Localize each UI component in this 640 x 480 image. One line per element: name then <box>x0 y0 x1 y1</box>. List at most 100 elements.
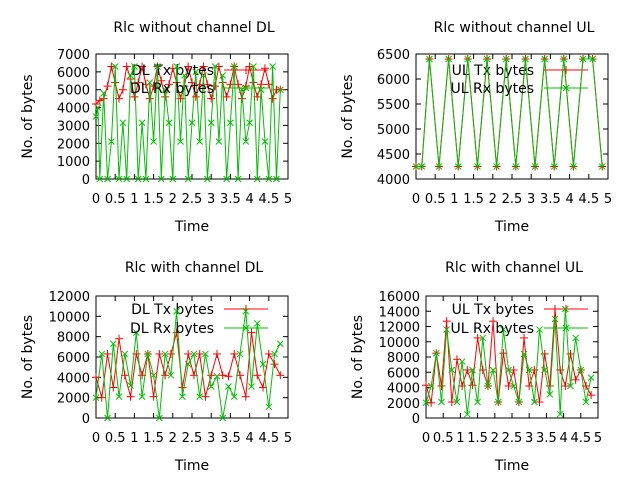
marker-cross-b <box>453 398 461 406</box>
y-axis-label: No. of bytes <box>20 74 36 158</box>
data-point <box>236 350 244 358</box>
data-point <box>179 393 186 401</box>
marker-cross-b <box>435 163 443 170</box>
marker-cross-b <box>541 55 548 63</box>
data-point <box>276 340 284 348</box>
marker-cross-b <box>422 399 430 407</box>
marker-cross-b <box>561 305 569 313</box>
chart-title: Rlc with channel DL <box>125 260 264 276</box>
data-point <box>196 393 204 401</box>
marker-cross-b <box>192 68 200 76</box>
x-tick-label: 2.5 <box>502 192 523 207</box>
marker-cross-b <box>248 383 255 390</box>
data-point <box>265 403 273 411</box>
marker-cross-b <box>432 349 440 357</box>
x-tick-label: 1.5 <box>143 431 164 446</box>
data-point <box>188 119 196 127</box>
data-point <box>522 55 529 63</box>
y-axis-label: No. of bytes <box>350 315 366 399</box>
marker-cross-b <box>132 329 140 336</box>
x-tick-label: 5 <box>594 431 602 446</box>
marker-cross-b <box>188 119 196 127</box>
data-point <box>156 414 163 422</box>
data-point <box>489 366 497 374</box>
marker-cross-b <box>227 119 234 127</box>
data-point <box>94 104 102 111</box>
data-point <box>464 55 472 63</box>
marker-cross-b <box>196 393 204 401</box>
marker-cross-b <box>463 410 471 418</box>
y-tick-label: 6000 <box>57 351 90 366</box>
y-axis-label: No. of bytes <box>340 74 356 158</box>
data-point <box>473 333 482 342</box>
marker-cross-b <box>479 334 487 342</box>
marker-cross-b <box>276 86 284 94</box>
legend-label: UL Tx bytes <box>452 63 534 79</box>
data-point <box>92 394 100 402</box>
x-tick-label: 3.5 <box>540 192 561 207</box>
marker-cross-b <box>474 163 481 170</box>
x-tick-label: 1 <box>130 192 138 207</box>
data-point <box>123 175 131 183</box>
legend-label: DL Tx bytes <box>131 302 214 318</box>
marker-cross-b <box>119 119 127 127</box>
data-point <box>566 349 575 358</box>
marker-cross-b <box>196 138 204 145</box>
x-tick-label: 5 <box>284 192 292 207</box>
x-tick-label: 3.5 <box>220 431 241 446</box>
data-point <box>560 55 568 63</box>
data-point <box>127 382 134 389</box>
marker-cross-b <box>236 350 244 358</box>
data-point <box>191 92 200 101</box>
data-point <box>587 374 595 381</box>
data-point <box>253 175 261 183</box>
x-tick-label: 2.5 <box>182 431 203 446</box>
data-point <box>520 333 529 342</box>
marker-cross-b <box>438 398 445 406</box>
marker-cross-b <box>556 410 564 418</box>
data-point <box>230 393 238 401</box>
chart-title: Rlc with channel UL <box>445 260 583 276</box>
series-line-2 <box>95 66 281 180</box>
x-tick-label: 3.5 <box>536 431 557 446</box>
x-tick-label: 3 <box>527 192 535 207</box>
data-point <box>463 410 471 418</box>
data-point <box>214 62 223 71</box>
data-point <box>219 414 227 422</box>
data-point <box>535 397 544 406</box>
marker-cross-b <box>154 63 161 70</box>
data-point <box>122 62 131 71</box>
y-tick-label: 12000 <box>49 290 90 305</box>
marker-cross-b <box>271 350 278 358</box>
data-point <box>161 86 169 94</box>
data-point <box>115 175 123 183</box>
x-tick-label: 2.5 <box>182 192 203 207</box>
marker-cross-b <box>94 104 102 111</box>
data-point <box>269 63 276 70</box>
x-axis-label: Time <box>494 458 529 474</box>
x-tick-label: 4 <box>245 192 253 207</box>
data-point <box>589 55 596 63</box>
data-point <box>509 365 518 374</box>
marker-cross-b <box>173 63 180 70</box>
marker-cross-b <box>579 55 587 63</box>
marker-cross-b <box>211 63 219 70</box>
marker-cross-b <box>515 398 523 406</box>
marker-cross-b <box>582 398 590 406</box>
data-point <box>138 62 147 71</box>
data-point <box>422 381 430 390</box>
data-point <box>230 63 238 70</box>
data-point <box>505 366 512 374</box>
y-tick-label: 4500 <box>377 148 410 163</box>
y-tick-label: 2000 <box>57 392 90 407</box>
y-tick-label: 14000 <box>379 305 420 320</box>
marker-cross-b <box>180 72 188 79</box>
x-tick-label: 4 <box>245 431 253 446</box>
x-tick-label: 2 <box>489 192 497 207</box>
data-point <box>571 375 580 384</box>
x-axis-label: Time <box>174 458 209 474</box>
y-tick-label: 16000 <box>379 290 420 305</box>
data-point <box>230 349 239 358</box>
data-point <box>259 360 267 368</box>
x-tick-label: 5 <box>604 192 612 207</box>
